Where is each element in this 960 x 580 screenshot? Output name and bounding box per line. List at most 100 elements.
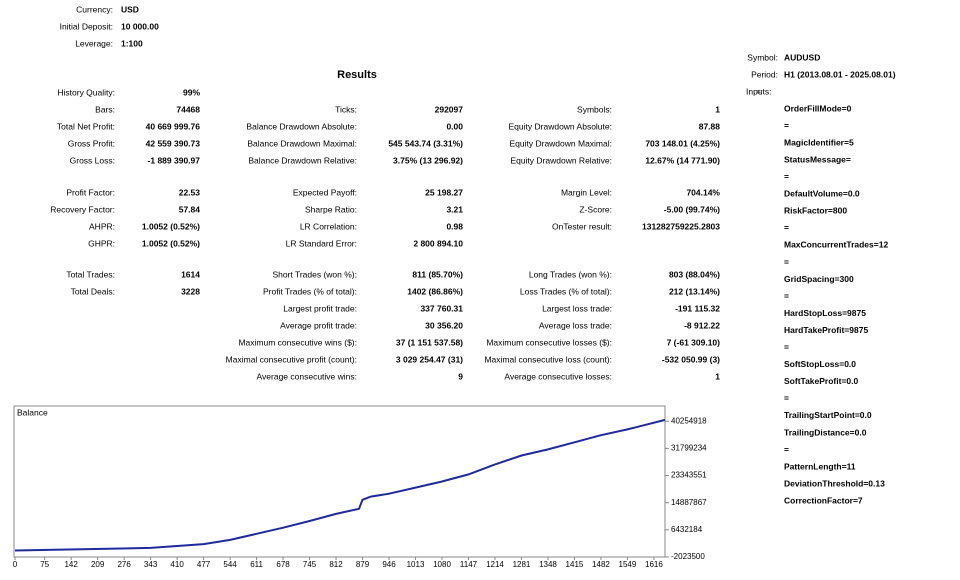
input-param: CorrectionFactor=7	[784, 495, 863, 505]
input-param: TrailingStartPoint=0.0	[784, 410, 872, 420]
input-param: MagicIdentifier=5	[784, 137, 854, 147]
field-value: 1614	[181, 269, 200, 279]
input-param: =	[784, 223, 789, 233]
input-param: OrderFillMode=0	[784, 103, 852, 113]
field-value: 87.88	[699, 121, 721, 131]
field-value: AUDUSD	[784, 52, 820, 62]
field-label: History Quality:	[57, 87, 115, 97]
chart-frame	[13, 405, 666, 558]
field-label: Total Net Profit:	[57, 121, 115, 131]
field-label: Profit Trades (% of total):	[263, 286, 357, 296]
field-label: OnTester result:	[552, 221, 612, 231]
input-param: StatusMessage=	[784, 154, 851, 164]
field-label: Initial Deposit:	[60, 21, 113, 31]
field-label: Equity Drawdown Maximal:	[509, 138, 612, 148]
field-label: Average profit trade:	[280, 320, 357, 330]
field-label: Maximal consecutive loss (count):	[484, 354, 612, 364]
field-label: Margin Level:	[561, 187, 612, 197]
x-tick-label: 1348	[539, 560, 557, 569]
field-value: -1 889 390.97	[148, 155, 201, 165]
x-tick-label: 1415	[566, 560, 584, 569]
input-param: HardStopLoss=9875	[784, 308, 866, 318]
y-tick-label: -2023500	[671, 552, 705, 561]
field-label: Maximum consecutive wins ($):	[238, 337, 357, 347]
field-value: 2 800 894.10	[413, 238, 463, 248]
x-tick-label: 611	[250, 560, 263, 569]
field-label: Average consecutive losses:	[504, 371, 612, 381]
input-param: =	[784, 342, 789, 352]
input-param: PatternLength=11	[784, 461, 856, 471]
field-label: Period:	[751, 69, 778, 79]
x-tick-label: 1482	[592, 560, 610, 569]
field-value: 1.0052 (0.52%)	[142, 221, 200, 231]
x-tick-label: 1616	[645, 560, 663, 569]
field-label: Average loss trade:	[539, 320, 612, 330]
field-value: 3228	[181, 286, 200, 296]
field-label: Symbols:	[577, 104, 612, 114]
input-param: =	[784, 172, 789, 182]
x-tick-label: 1549	[619, 560, 637, 569]
input-param: =	[784, 120, 789, 130]
chart-title: Balance	[17, 407, 48, 417]
x-tick-label: 1281	[513, 560, 531, 569]
x-tick-label: 75	[40, 560, 49, 569]
field-value: 131282759225.2803	[642, 221, 720, 231]
input-param: =	[784, 393, 789, 403]
field-value: 99%	[183, 87, 200, 97]
field-label: Total Trades:	[66, 269, 115, 279]
x-tick-label: 1080	[433, 560, 451, 569]
field-value: 1.0052 (0.52%)	[142, 238, 200, 248]
x-tick-label: 678	[276, 560, 290, 569]
input-param: =	[784, 257, 789, 267]
field-label: GHPR:	[88, 238, 115, 248]
input-param: MaxConcurrentTrades=12	[784, 240, 888, 250]
field-label: Expected Payoff:	[293, 187, 357, 197]
field-label: Z-Score:	[579, 204, 612, 214]
field-value: 337 760.31	[420, 303, 463, 313]
input-param: DefaultVolume=0.0	[784, 189, 860, 199]
input-param: RiskFactor=800	[784, 206, 847, 216]
input-param: SoftTakeProfit=0.0	[784, 376, 859, 386]
field-value: -191 115.32	[675, 303, 720, 313]
x-tick-label: 209	[91, 560, 105, 569]
field-label: Sharpe Ratio:	[305, 204, 357, 214]
field-value: 704.14%	[686, 187, 720, 197]
field-value: 40 669 999.76	[146, 121, 201, 131]
field-value: -5.00 (99.74%)	[664, 204, 720, 214]
results-title: Results	[337, 69, 377, 81]
field-value: 1	[715, 371, 720, 381]
field-value: USD	[121, 4, 139, 14]
field-label: Total Deals:	[71, 286, 115, 296]
x-tick-label: 410	[170, 560, 184, 569]
field-label: AHPR:	[89, 221, 115, 231]
input-param: =	[784, 444, 789, 454]
field-value: 10 000.00	[121, 21, 159, 31]
input-param: HardTakeProfit=9875	[784, 325, 868, 335]
input-param: DeviationThreshold=0.13	[784, 478, 885, 488]
y-tick-label: 14887867	[671, 498, 707, 507]
y-tick-label: 23343551	[671, 471, 707, 480]
field-label: Bars:	[95, 104, 115, 114]
input-param: SoftStopLoss=0.0	[784, 359, 856, 369]
inputs-label: Inputs:	[746, 86, 772, 96]
field-value: 3.21	[446, 204, 463, 214]
field-label: Equity Drawdown Absolute:	[509, 121, 612, 131]
input-param: GridSpacing=300	[784, 274, 854, 284]
field-label: Symbol:	[747, 52, 778, 62]
field-value: -8 912.22	[684, 320, 720, 330]
field-value: 212 (13.14%)	[669, 286, 720, 296]
field-label: Largest profit trade:	[283, 303, 357, 313]
field-value: 37 (1 151 537.58)	[396, 337, 463, 347]
field-value: 1	[715, 104, 720, 114]
field-label: Average consecutive wins:	[257, 371, 357, 381]
field-value: 703 148.01 (4.25%)	[645, 138, 720, 148]
field-label: Largest loss trade:	[542, 303, 612, 313]
y-tick-label: 31799234	[671, 443, 707, 452]
y-tick-label: 6432184	[671, 525, 703, 534]
x-tick-label: 0	[13, 560, 18, 569]
field-label: Gross Profit:	[68, 138, 115, 148]
field-label: Long Trades (won %):	[529, 269, 612, 279]
field-label: LR Standard Error:	[286, 238, 357, 248]
field-value: 545 543.74 (3.31%)	[388, 138, 463, 148]
